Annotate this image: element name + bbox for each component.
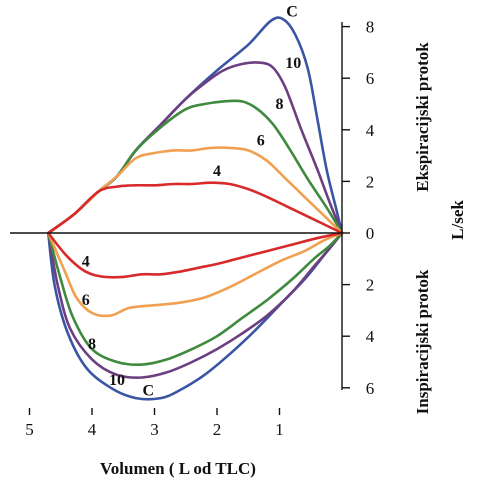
y-tick-label--6: 6: [366, 379, 375, 398]
y-tick-label-8: 8: [366, 18, 375, 37]
y-axis-unit: L/sek: [448, 200, 467, 240]
series-6-expiratory-label: 6: [257, 132, 265, 149]
curve-labels-layer: C C 10 10 8 8 6 6 4 4: [82, 3, 302, 399]
series-6-inspiratory-line: [47, 231, 344, 318]
series-10-expiratory-label: 10: [285, 55, 301, 72]
series-c-expiratory-line: [47, 16, 344, 235]
series-6-inspiratory-label: 6: [82, 292, 90, 309]
y-axis-title-expiratory: Ekspiracijski protok: [413, 42, 432, 192]
series-10-inspiratory-label: 10: [109, 372, 125, 389]
series-c-inspiratory-line: [47, 231, 344, 401]
series-6-expiratory-line: [47, 146, 344, 235]
axes-layer: [10, 22, 343, 390]
x-tick-label-3: 3: [150, 420, 159, 439]
x-tick-label-5: 5: [25, 420, 34, 439]
series-8-inspiratory-label: 8: [88, 336, 96, 353]
y-axis-title-inspiratory: Inspiracijski protok: [413, 269, 432, 414]
series-c-expiratory-label: C: [286, 3, 298, 20]
y-tick-label--4: 4: [366, 327, 375, 346]
series-4-expiratory-line: [47, 181, 344, 235]
x-tick-label-4: 4: [88, 420, 97, 439]
series-10-inspiratory-line: [47, 231, 344, 379]
y-tick-label-4: 4: [366, 121, 375, 140]
series-c-inspiratory-label: C: [142, 383, 154, 400]
series-8-expiratory-label: 8: [276, 96, 284, 113]
x-tick-label-1: 1: [275, 420, 284, 439]
series-4-expiratory-label: 4: [213, 163, 221, 180]
y-tick-label-0: 0: [366, 224, 375, 243]
y-tick-label-2: 2: [366, 172, 375, 191]
series-4-inspiratory-label: 4: [82, 254, 90, 271]
x-axis-title: Volumen ( L od TLC): [100, 459, 256, 478]
series-10-expiratory-line: [47, 61, 344, 235]
ticks-layer: 5 4 3 2 1 8 6 4 2 0 2 4 6: [25, 18, 375, 439]
curves-layer: [47, 16, 344, 401]
series-4-inspiratory-line: [47, 231, 344, 279]
x-tick-label-2: 2: [213, 420, 222, 439]
y-tick-label-6: 6: [366, 69, 375, 88]
series-8-inspiratory-line: [47, 231, 344, 367]
y-tick-label--2: 2: [366, 276, 375, 295]
